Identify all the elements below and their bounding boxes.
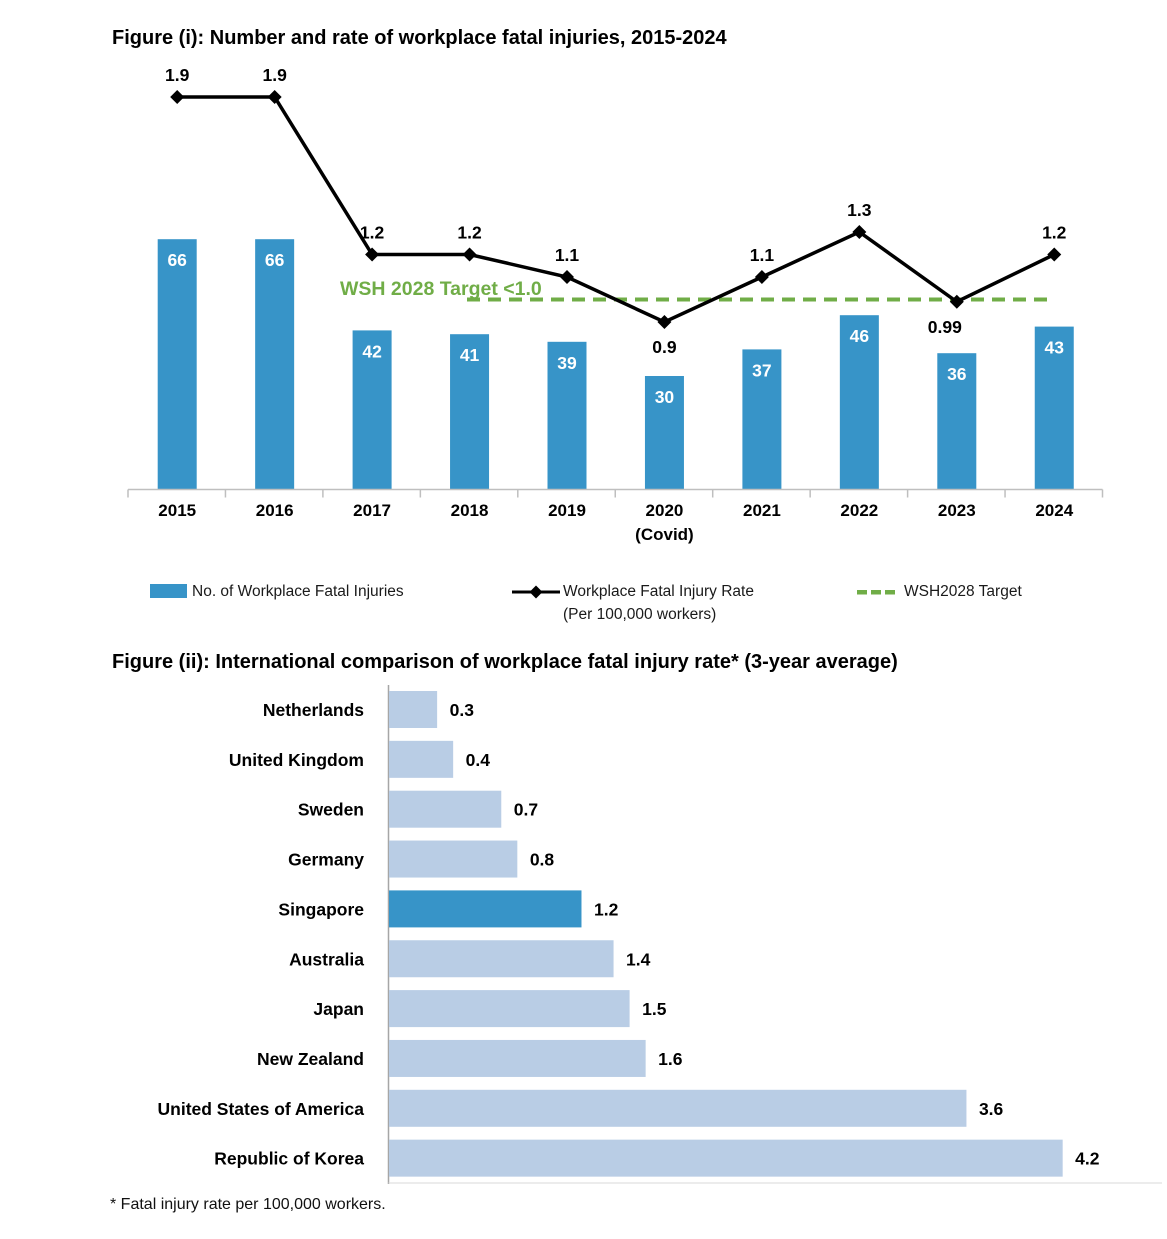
rate-value-label-2022: 1.3 [847,200,872,220]
legend-label-injury-rate-sub: (Per 100,000 workers) [563,606,717,623]
legend-dash [871,590,881,595]
target-annotation: WSH 2028 Target <1.0 [340,278,542,300]
country-value-sweden: 0.7 [514,800,538,820]
country-bar-republic-of-korea [389,1139,1063,1177]
fatal-injuries-bar-2016 [255,239,295,490]
year-label-2015: 2015 [158,501,196,520]
rate-value-label-2021: 1.1 [750,245,775,265]
bar-value-label-2015: 66 [167,250,187,270]
injury-rate-line [177,95,1056,324]
fatal-injuries-bar-2022 [839,315,879,490]
country-bar-united-states-of-america [389,1089,967,1127]
bar-value-label-2019: 39 [557,353,577,373]
fatal-injuries-bar-2024 [1034,326,1074,490]
country-bar-sweden [389,790,502,828]
rate-value-label-2017: 1.2 [360,223,385,243]
injury-rate-point-2019 [560,270,574,284]
country-bar-new-zealand [389,1039,646,1077]
bar-value-label-2018: 41 [460,345,480,365]
year-sublabel-2020: (Covid) [635,525,694,544]
year-label-2020: 2020 [646,501,684,520]
figure2-title: Figure (ii): International comparison of… [112,651,898,673]
country-label-netherlands: Netherlands [263,700,364,720]
bar-value-label-2020: 30 [655,387,675,407]
country-label-germany: Germany [288,850,364,870]
country-value-germany: 0.8 [530,850,555,870]
fatal-injuries-bar-2015 [157,239,197,490]
country-value-united-kingdom: 0.4 [466,750,491,770]
country-label-australia: Australia [289,949,364,969]
country-bar-australia [389,940,614,978]
country-value-republic-of-korea: 4.2 [1075,1149,1100,1169]
legend-label-target: WSH2028 Target [904,583,1022,600]
year-label-2019: 2019 [548,501,586,520]
injury-rate-point-2023 [949,294,964,309]
legend-label-injury-rate: Workplace Fatal Injury Rate [563,583,754,600]
year-label-2023: 2023 [938,501,976,520]
rate-value-label-2016: 1.9 [262,65,287,85]
rate-value-label-2018: 1.2 [457,223,482,243]
legend-dash [885,590,895,595]
legend-swatch-target [857,590,895,595]
country-bar-japan [389,990,630,1028]
country-label-new-zealand: New Zealand [257,1049,364,1069]
rate-value-label-2015: 1.9 [165,65,190,85]
injury-rate-point-2017 [365,247,380,262]
country-bar-netherlands [389,691,438,728]
injury-rate-point-2015 [170,90,185,104]
country-value-new-zealand: 1.6 [658,1049,683,1069]
rate-value-label-2024: 1.2 [1042,223,1067,243]
legend-swatch-injury-rate [512,585,560,599]
injury-rate-point-2024 [1047,247,1062,262]
country-label-united-states-of-america: United States of America [158,1099,365,1119]
bar-value-label-2024: 43 [1045,338,1065,358]
injury-rate-point-2016 [267,90,282,104]
rate-value-label-2019: 1.1 [555,245,580,265]
fatal-injuries-bar-2019 [547,341,587,490]
country-value-australia: 1.4 [626,949,651,969]
country-bar-singapore [389,890,582,928]
bar-value-label-2016: 66 [265,250,285,270]
fatal-injuries-bar-2021 [742,349,782,490]
country-label-united-kingdom: United Kingdom [229,750,364,770]
year-label-2021: 2021 [743,501,781,520]
footnote: * Fatal injury rate per 100,000 workers. [110,1196,386,1213]
country-value-singapore: 1.2 [594,899,619,919]
country-label-japan: Japan [313,999,364,1019]
bar-value-label-2022: 46 [850,326,870,346]
rate-value-label-2023: 0.99 [928,317,962,337]
year-label-2018: 2018 [451,501,489,520]
year-label-2024: 2024 [1035,501,1073,520]
rate-value-label-2020: 0.9 [652,337,677,357]
country-bar-united-kingdom [389,740,454,778]
country-label-sweden: Sweden [298,800,364,820]
figure1-title: Figure (i): Number and rate of workplace… [112,27,727,49]
fatal-injuries-bar-2018 [450,334,490,490]
year-label-2016: 2016 [256,501,294,520]
injury-rate-point-2018 [462,247,477,262]
fatal-injuries-bar-2023 [937,353,977,490]
fatal-injuries-bar-2017 [352,330,392,490]
injury-rate-point-2021 [754,270,769,284]
country-label-republic-of-korea: Republic of Korea [214,1149,364,1169]
bar-value-label-2023: 36 [947,364,967,384]
injury-rate-point-2022 [852,225,867,239]
injury-rate-point-2020 [657,315,672,329]
country-bar-germany [389,840,518,878]
country-value-netherlands: 0.3 [450,700,475,720]
country-value-united-states-of-america: 3.6 [979,1099,1004,1119]
year-label-2022: 2022 [840,501,878,520]
country-label-singapore: Singapore [278,899,364,919]
legend-dash [857,590,867,595]
bar-value-label-2017: 42 [362,341,382,361]
country-value-japan: 1.5 [642,999,667,1019]
fatal-injuries-bar-2020 [644,376,684,490]
legend-swatch-fatal-injuries [150,584,187,598]
bar-value-label-2021: 37 [752,360,771,380]
year-label-2017: 2017 [353,501,391,520]
legend-diamond-icon [529,585,543,599]
legend-label-fatal-injuries: No. of Workplace Fatal Injuries [192,583,404,600]
